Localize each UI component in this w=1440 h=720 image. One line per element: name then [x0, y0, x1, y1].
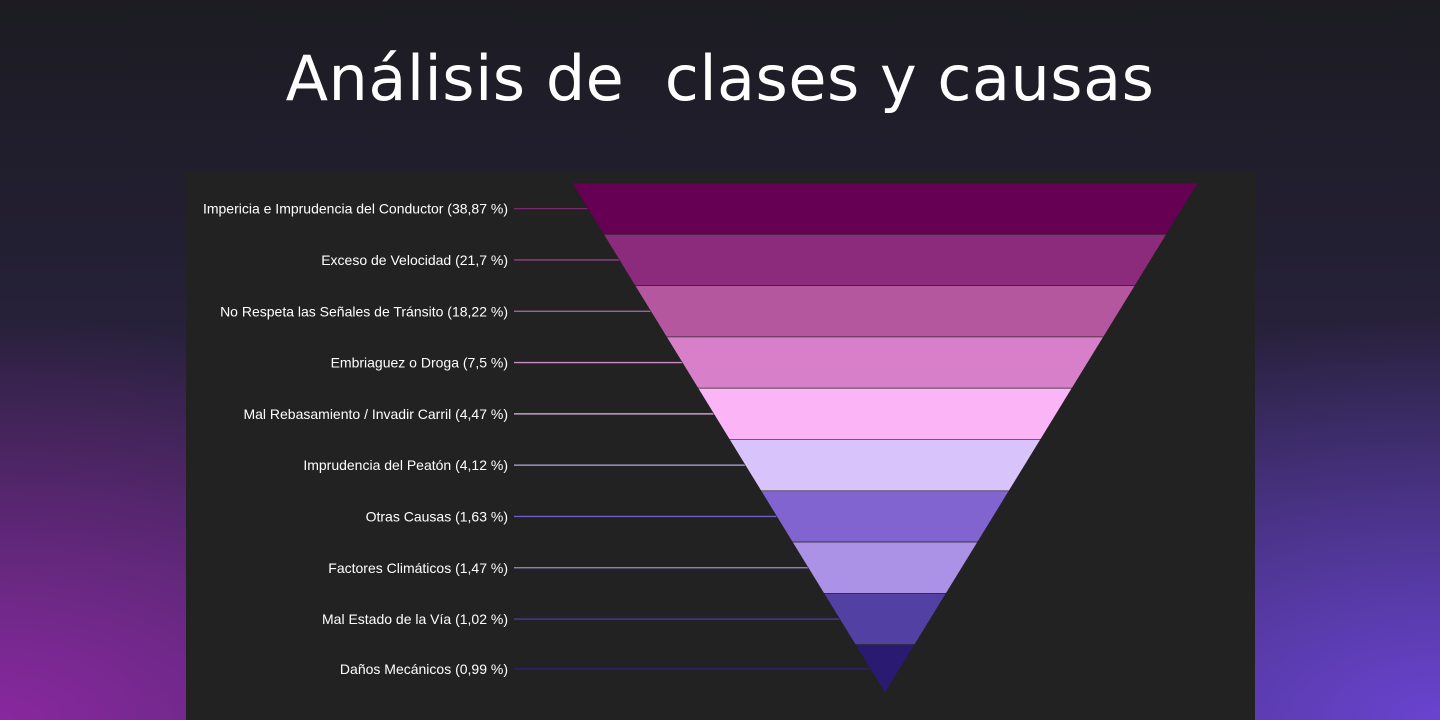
funnel-label: Factores Climáticos (1,47 %) — [328, 560, 508, 576]
funnel-label: Impericia e Imprudencia del Conductor (3… — [203, 201, 508, 217]
funnel-label: Daños Mecánicos (0,99 %) — [340, 661, 508, 677]
funnel-chart: Impericia e Imprudencia del Conductor (3… — [203, 182, 1199, 694]
funnel-segment[interactable] — [697, 387, 1073, 440]
funnel-segment[interactable] — [760, 490, 1010, 543]
funnel-label: Embriaguez o Droga (7,5 %) — [331, 355, 508, 371]
funnel-label: No Respeta las Señales de Tránsito (18,2… — [220, 303, 508, 319]
funnel-chart-panel: Impericia e Imprudencia del Conductor (3… — [186, 171, 1255, 720]
funnel-segment[interactable] — [665, 336, 1105, 389]
funnel-segment[interactable] — [571, 182, 1199, 235]
funnel-label: Otras Causas (1,63 %) — [366, 508, 508, 524]
funnel-segment[interactable] — [602, 233, 1168, 286]
funnel-segment[interactable] — [823, 593, 947, 646]
funnel-label: Imprudencia del Peatón (4,12 %) — [303, 457, 508, 473]
funnel-label: Mal Estado de la Vía (1,02 %) — [322, 611, 508, 627]
funnel-segment[interactable] — [728, 439, 1042, 492]
funnel-segment[interactable] — [854, 644, 916, 694]
funnel-label: Mal Rebasamiento / Invadir Carril (4,47 … — [243, 406, 508, 422]
funnel-segment[interactable] — [634, 285, 1136, 338]
page-title: Análisis de clases y causas — [285, 42, 1155, 115]
funnel-segment[interactable] — [791, 541, 979, 594]
funnel-label: Exceso de Velocidad (21,7 %) — [321, 252, 508, 268]
